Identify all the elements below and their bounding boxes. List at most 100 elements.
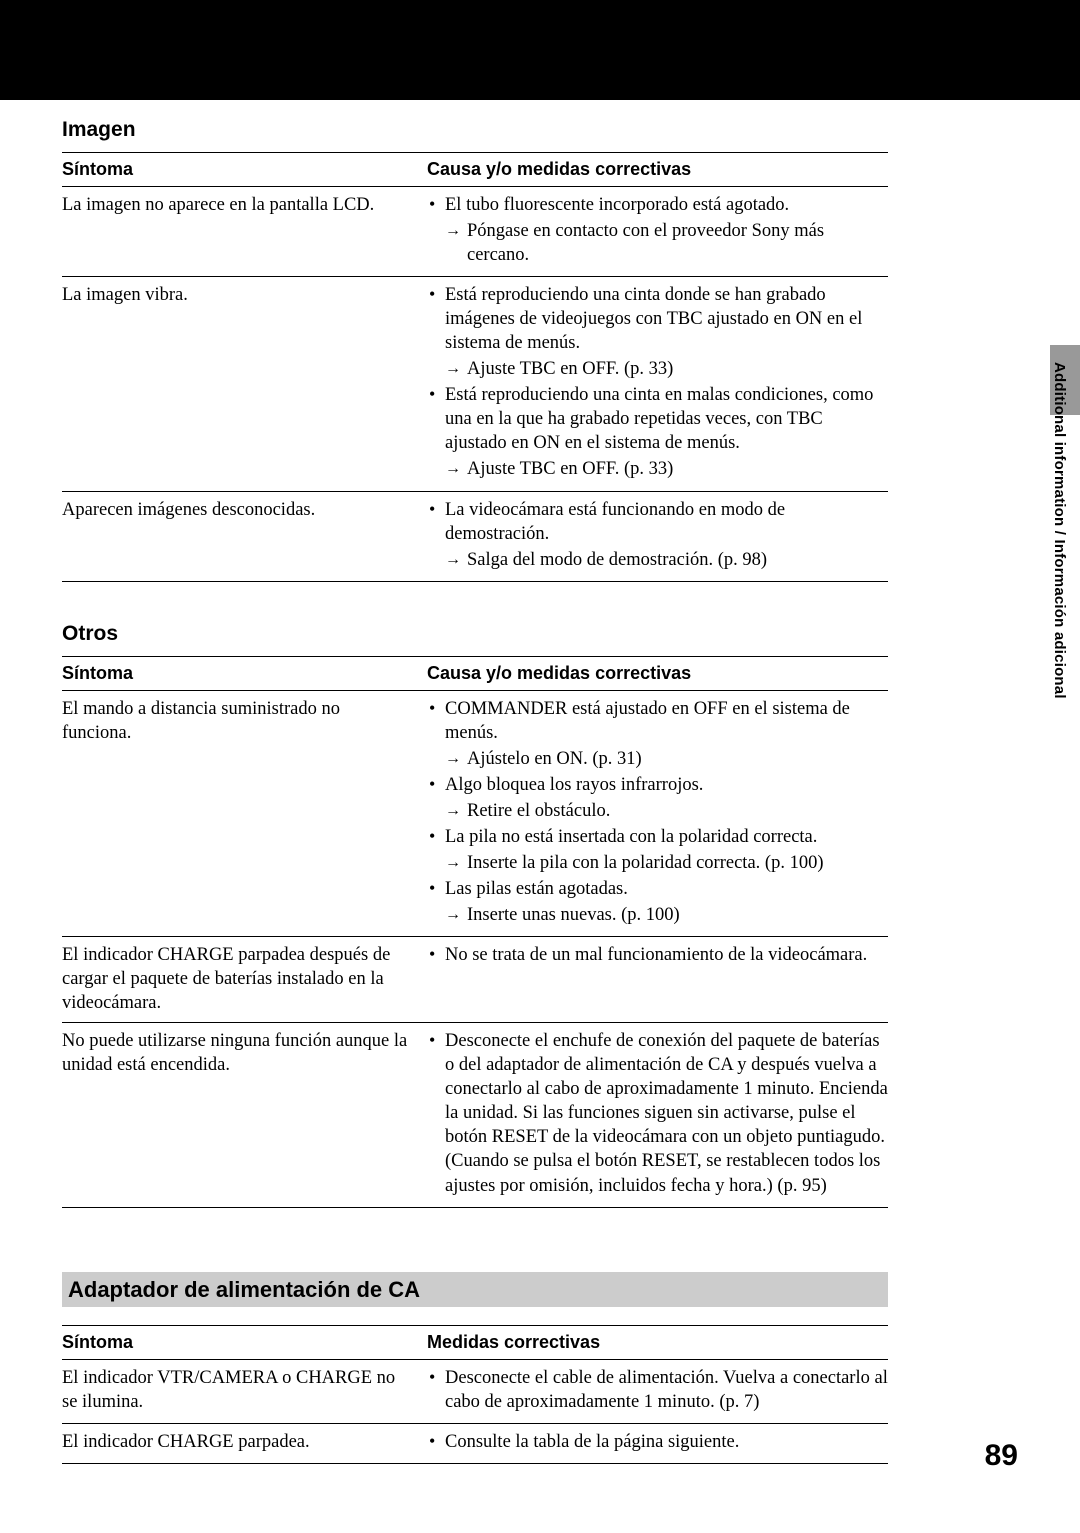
table-row: Aparecen imágenes desconocidas.•La video…	[62, 491, 888, 581]
table-row: El mando a distancia suministrado no fun…	[62, 690, 888, 936]
arrow-icon: →	[445, 903, 467, 926]
action-text: Inserte unas nuevas. (p. 100)	[467, 903, 888, 927]
section-bar-adaptador: Adaptador de alimentación de CA	[62, 1272, 888, 1307]
arrow-icon: →	[445, 747, 467, 770]
corrective-action: →Salga del modo de demostración. (p. 98)	[427, 548, 888, 572]
cause-cell: •No se trata de un mal funcionamiento de…	[427, 937, 888, 1023]
action-text: Póngase en contacto con el proveedor Son…	[467, 219, 888, 267]
section-bar-text: Adaptador de alimentación de CA	[68, 1277, 420, 1302]
bullet-icon: •	[427, 383, 445, 406]
table-otros-body: El mando a distancia suministrado no fun…	[62, 690, 888, 1207]
symptom-cell: El mando a distancia suministrado no fun…	[62, 690, 427, 936]
symptom-cell: La imagen vibra.	[62, 277, 427, 491]
corrective-action: →Póngase en contacto con el proveedor So…	[427, 219, 888, 267]
cause-item: •El tubo fluorescente incorporado está a…	[427, 193, 888, 217]
table-row: El indicador VTR/CAMERA o CHARGE no se i…	[62, 1359, 888, 1423]
action-text: Salga del modo de demostración. (p. 98)	[467, 548, 888, 572]
manual-page: Additional information / Información adi…	[0, 0, 1080, 1533]
cause-cell: •Desconecte el cable de alimentación. Vu…	[427, 1359, 888, 1423]
action-text: Ajuste TBC en OFF. (p. 33)	[467, 457, 888, 481]
cause-item: •Algo bloquea los rayos infrarrojos.	[427, 773, 888, 797]
cause-text: COMMANDER está ajustado en OFF en el sis…	[445, 697, 888, 745]
corrective-action: →Inserte la pila con la polaridad correc…	[427, 851, 888, 875]
action-text: Retire el obstáculo.	[467, 799, 888, 823]
bullet-icon: •	[427, 877, 445, 900]
cause-text: Las pilas están agotadas.	[445, 877, 888, 901]
table-row: El indicador CHARGE parpadea.•Consulte l…	[62, 1423, 888, 1463]
cause-text: Algo bloquea los rayos infrarrojos.	[445, 773, 888, 797]
bullet-icon: •	[427, 1029, 445, 1052]
table-row: No puede utilizarse ninguna función aunq…	[62, 1023, 888, 1207]
cause-item: •Está reproduciendo una cinta donde se h…	[427, 283, 888, 355]
arrow-icon: →	[445, 357, 467, 380]
bullet-icon: •	[427, 1430, 445, 1453]
action-text: Inserte la pila con la polaridad correct…	[467, 851, 888, 875]
bullet-icon: •	[427, 1366, 445, 1389]
corrective-action: →Retire el obstáculo.	[427, 799, 888, 823]
bullet-icon: •	[427, 825, 445, 848]
bullet-icon: •	[427, 193, 445, 216]
col-header-symptom: Síntoma	[62, 153, 427, 187]
page-number: 89	[985, 1439, 1018, 1473]
cause-text: Desconecte el enchufe de conexión del pa…	[445, 1029, 888, 1197]
cause-cell: •El tubo fluorescente incorporado está a…	[427, 187, 888, 277]
bullet-icon: •	[427, 697, 445, 720]
cause-cell: •Desconecte el enchufe de conexión del p…	[427, 1023, 888, 1207]
corrective-action: →Ajuste TBC en OFF. (p. 33)	[427, 457, 888, 481]
cause-item: •La videocámara está funcionando en modo…	[427, 498, 888, 546]
symptom-cell: La imagen no aparece en la pantalla LCD.	[62, 187, 427, 277]
cause-text: Está reproduciendo una cinta en malas co…	[445, 383, 888, 455]
arrow-icon: →	[445, 219, 467, 242]
cause-item: •Desconecte el enchufe de conexión del p…	[427, 1029, 888, 1197]
col-header-symptom: Síntoma	[62, 1325, 427, 1359]
side-section-label: Additional information / Información adi…	[1051, 362, 1068, 699]
cause-item: •La pila no está insertada con la polari…	[427, 825, 888, 849]
bullet-icon: •	[427, 283, 445, 306]
bullet-icon: •	[427, 773, 445, 796]
arrow-icon: →	[445, 548, 467, 571]
cause-cell: •COMMANDER está ajustado en OFF en el si…	[427, 690, 888, 936]
col-header-cause: Medidas correctivas	[427, 1325, 888, 1359]
symptom-cell: No puede utilizarse ninguna función aunq…	[62, 1023, 427, 1207]
table-imagen: Síntoma Causa y/o medidas correctivas La…	[62, 152, 888, 582]
cause-text: Está reproduciendo una cinta donde se ha…	[445, 283, 888, 355]
cause-text: El tubo fluorescente incorporado está ag…	[445, 193, 888, 217]
cause-text: Desconecte el cable de alimentación. Vue…	[445, 1366, 888, 1414]
table-imagen-body: La imagen no aparece en la pantalla LCD.…	[62, 187, 888, 582]
table-row: La imagen vibra.•Está reproduciendo una …	[62, 277, 888, 491]
symptom-cell: El indicador CHARGE parpadea.	[62, 1423, 427, 1463]
bullet-icon: •	[427, 498, 445, 521]
col-header-cause: Causa y/o medidas correctivas	[427, 656, 888, 690]
arrow-icon: →	[445, 457, 467, 480]
symptom-cell: El indicador VTR/CAMERA o CHARGE no se i…	[62, 1359, 427, 1423]
cause-item: •Consulte la tabla de la página siguient…	[427, 1430, 888, 1454]
cause-cell: •Está reproduciendo una cinta donde se h…	[427, 277, 888, 491]
corrective-action: →Ajústelo en ON. (p. 31)	[427, 747, 888, 771]
symptom-cell: El indicador CHARGE parpadea después de …	[62, 937, 427, 1023]
table-otros: Síntoma Causa y/o medidas correctivas El…	[62, 656, 888, 1208]
table-adaptador-body: El indicador VTR/CAMERA o CHARGE no se i…	[62, 1359, 888, 1463]
cause-text: La pila no está insertada con la polarid…	[445, 825, 888, 849]
content-area: Imagen Síntoma Causa y/o medidas correct…	[62, 118, 888, 1464]
arrow-icon: →	[445, 851, 467, 874]
cause-item: •Desconecte el cable de alimentación. Vu…	[427, 1366, 888, 1414]
arrow-icon: →	[445, 799, 467, 822]
action-text: Ajuste TBC en OFF. (p. 33)	[467, 357, 888, 381]
section-title-otros: Otros	[62, 622, 888, 646]
cause-cell: •La videocámara está funcionando en modo…	[427, 491, 888, 581]
cause-text: No se trata de un mal funcionamiento de …	[445, 943, 888, 967]
col-header-cause: Causa y/o medidas correctivas	[427, 153, 888, 187]
corrective-action: →Inserte unas nuevas. (p. 100)	[427, 903, 888, 927]
bullet-icon: •	[427, 943, 445, 966]
top-black-bar	[0, 0, 1080, 100]
cause-item: •Las pilas están agotadas.	[427, 877, 888, 901]
cause-text: Consulte la tabla de la página siguiente…	[445, 1430, 888, 1454]
section-title-imagen: Imagen	[62, 118, 888, 142]
action-text: Ajústelo en ON. (p. 31)	[467, 747, 888, 771]
corrective-action: →Ajuste TBC en OFF. (p. 33)	[427, 357, 888, 381]
table-row: El indicador CHARGE parpadea después de …	[62, 937, 888, 1023]
cause-item: •No se trata de un mal funcionamiento de…	[427, 943, 888, 967]
symptom-cell: Aparecen imágenes desconocidas.	[62, 491, 427, 581]
cause-cell: •Consulte la tabla de la página siguient…	[427, 1423, 888, 1463]
cause-text: La videocámara está funcionando en modo …	[445, 498, 888, 546]
